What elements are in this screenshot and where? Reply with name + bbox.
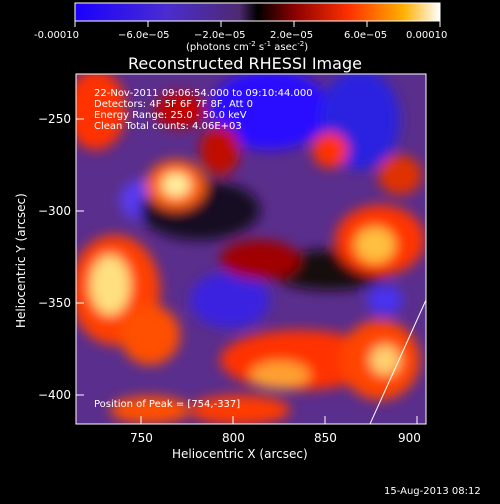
info-line-time: 22-Nov-2011 09:06:54.000 to 09:10:44.000 <box>94 88 313 99</box>
y-tick-label: −300 <box>38 204 71 218</box>
rhessi-image <box>76 74 426 424</box>
y-axis-ticks <box>76 118 84 396</box>
x-tick-label: 750 <box>130 431 153 445</box>
footer-timestamp: 15-Aug-2013 08:12 <box>384 486 481 497</box>
colorbar-tick-labels: -0.00010 −6.0e−05 −2.0e−05 2.0e−05 6.0e−… <box>34 30 447 41</box>
y-axis-label: Heliocentric Y (arcsec) <box>14 193 28 328</box>
x-tick-label: 850 <box>314 431 337 445</box>
y-tick-label: −400 <box>38 388 71 402</box>
x-axis-ticks <box>140 416 418 424</box>
colorbar-tick-label: 0.00010 <box>406 30 447 41</box>
info-line-energy: Energy Range: 25.0 - 50.0 keV <box>94 110 247 121</box>
colorbar-tick-label: -0.00010 <box>34 30 79 41</box>
colorbar-units: (photons cm-2 s-1 asec-2) <box>186 40 308 53</box>
y-axis-tick-labels: −250 −300 −350 −400 <box>38 112 71 402</box>
image-title: Reconstructed RHESSI Image <box>128 54 362 73</box>
colorbar-tick-label: −6.0e−05 <box>118 30 170 41</box>
info-line-clean: Clean Total counts: 4.06E+03 <box>94 121 242 132</box>
peak-position-text: Position of Peak = [754,-337] <box>94 399 240 410</box>
limb-line <box>369 299 426 424</box>
colorbar-tick-label: 6.0e−05 <box>344 30 387 41</box>
x-tick-label: 800 <box>222 431 245 445</box>
colorbar-ticks <box>74 21 441 27</box>
info-block: 22-Nov-2011 09:06:54.000 to 09:10:44.000… <box>94 88 313 132</box>
y-tick-label: −350 <box>38 296 71 310</box>
plot-frame <box>75 73 427 425</box>
info-line-detectors: Detectors: 4F 5F 6F 7F 8F, Att 0 <box>94 99 253 110</box>
x-tick-label: 900 <box>398 431 421 445</box>
colorbar-tick-label: 2.0e−05 <box>270 30 313 41</box>
colorbar-tick-label: −2.0e−05 <box>194 30 246 41</box>
colorbar <box>74 2 441 22</box>
x-axis-tick-labels: 750 800 850 900 <box>130 431 421 445</box>
x-axis-label: Heliocentric X (arcsec) <box>172 447 308 461</box>
y-tick-label: −250 <box>38 112 71 126</box>
